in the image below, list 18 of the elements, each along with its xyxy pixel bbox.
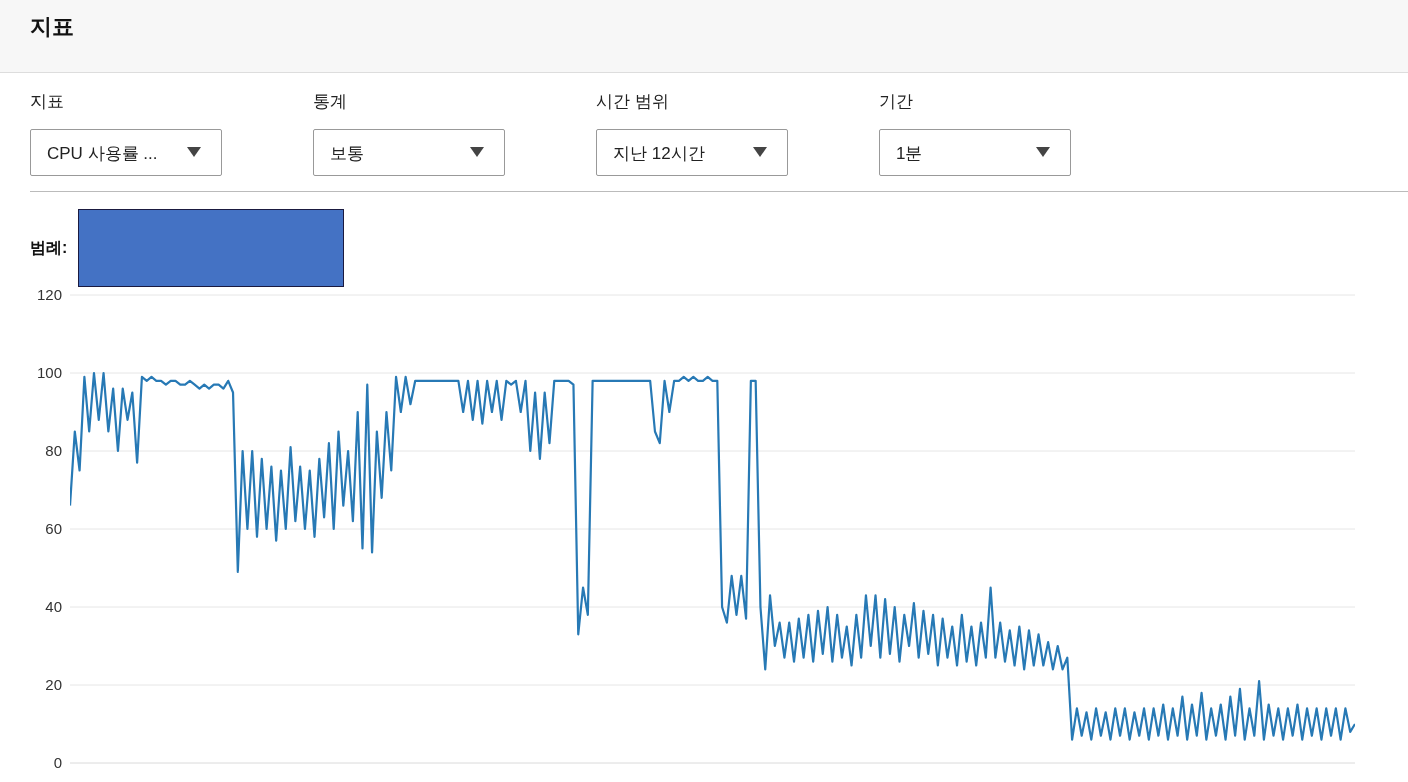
y-tick-label: 60	[45, 520, 62, 538]
text: 지표	[30, 91, 64, 113]
y-tick-label: 100	[36, 364, 62, 382]
text: 통계	[313, 91, 347, 113]
text: 시간 범위	[596, 91, 669, 113]
y-tick-label: 0	[53, 754, 62, 772]
text: 보통	[330, 143, 364, 165]
y-tick-label: 40	[45, 598, 62, 616]
y-tick-label: 120	[36, 286, 62, 304]
chart-title: 지표	[30, 13, 74, 41]
y-tick-label: 80	[45, 442, 62, 460]
text: 지난 12시간	[613, 143, 705, 165]
legend-title: 범례:	[30, 238, 68, 258]
text: 1분	[896, 143, 923, 165]
text: 기간	[879, 91, 913, 113]
y-tick-label: 20	[45, 676, 62, 694]
text: CPU 사용률 ...	[47, 143, 158, 165]
line-series	[70, 371, 1355, 741]
